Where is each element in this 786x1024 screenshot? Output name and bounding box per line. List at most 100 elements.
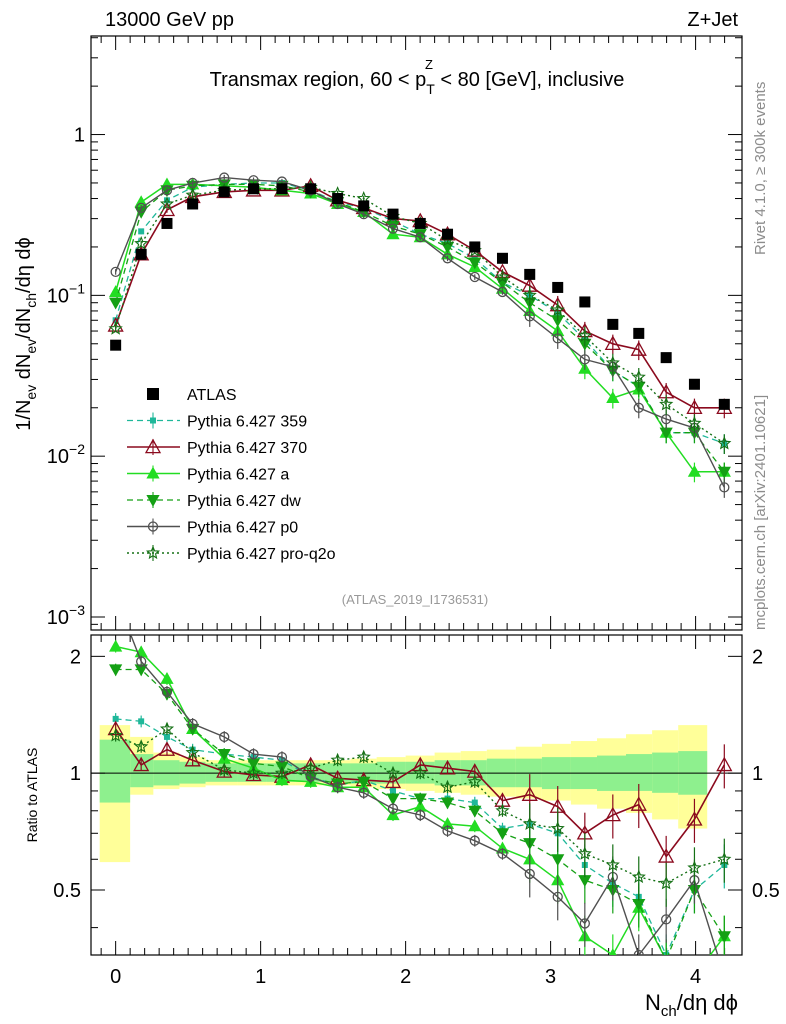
ratio-point [495,803,510,817]
ratio-point [390,787,397,794]
main-point [630,341,647,356]
ratio-point [111,592,120,601]
main-point [187,177,198,189]
ratio-point [163,733,170,740]
ratio-y-tick-label-right: 0.5 [752,880,780,902]
ratio-y-axis-title: Ratio to ATLAS [24,748,40,843]
ratio-point [217,749,231,761]
ratio-point [159,721,175,735]
ratio-point [187,718,198,729]
ratio-point [385,765,401,780]
main-point [631,369,646,384]
ratio-point [658,848,675,863]
ratio-point [716,756,733,772]
main-point [687,415,702,430]
ratio-point [413,765,428,780]
main-point [387,223,399,234]
main-point [604,335,621,351]
process-label: Z+Jet [687,9,738,31]
main-y-tick-base: 10 [47,285,69,307]
ratio-point [219,731,230,743]
main-point [138,228,145,235]
ratio-point [440,779,455,794]
ratio-point [552,891,563,903]
ratio-point [604,806,621,822]
energy-label: 13000 GeV pp [105,9,234,31]
ratio-point [138,718,145,725]
main-point [687,464,702,477]
ylabel-part: ch [23,293,39,308]
legend-marker [145,545,161,560]
plot-title-rest: < 80 [GeV], inclusive [435,69,625,91]
legend: ATLAS Pythia 6.427 359 Pythia 6.427 370 Pyt… [127,387,336,563]
main-point [219,172,230,183]
ratio-point [248,748,259,760]
ratio-x-tick-label: 2 [400,966,411,988]
ratio-point [550,821,565,835]
main-axes: 10−310−210−11 [47,36,742,630]
ratio-y-tick-label-right: 1 [752,763,763,785]
atlas-point [248,183,260,195]
main-point [134,236,149,250]
main-y-tick-label: 10−1 [47,280,85,307]
legend-marker [144,438,162,454]
main-y-tick-exponent: −1 [69,280,85,296]
ratio-point [276,751,288,763]
ratio-point [659,954,673,955]
ratio-point [134,739,149,753]
ratio-point [357,776,371,789]
legend-marker [146,494,160,507]
atlas-point [161,217,173,229]
ratio-point [578,875,592,888]
main-y-tick-exponent: −3 [69,602,85,618]
legend-marker [150,417,156,424]
ratio-point [686,811,703,826]
main-point [468,257,482,270]
main-point [550,302,565,317]
ratio-point [469,835,480,846]
legend-label: Pythia 6.427 pro-q2o [187,546,336,563]
legend-entry-p0: Pythia 6.427 p0 [127,518,298,537]
ratio-point [661,914,672,925]
analysis-id: (ATLAS_2019_I1736531) [342,592,488,607]
main-point [442,253,453,264]
ratio-point [384,773,402,789]
main-point [415,232,426,243]
main-series [107,172,733,498]
ratio-series-dw [109,663,731,955]
ratio-point [630,796,647,811]
ratio-point [609,948,617,955]
ratio-point [330,752,345,767]
ratio-point [274,765,290,780]
main-point [136,202,147,214]
atlas-point [552,281,564,293]
ratio-point [605,857,620,871]
ratio-point [442,825,453,837]
legend-entry-dw: Pythia 6.427 dw [127,492,301,510]
ratio-point [332,782,343,793]
ratio-x-tick-label: 3 [545,966,556,988]
legend-label: Pythia 6.427 a [187,467,289,484]
legend-marker [146,466,160,479]
main-point [717,466,731,479]
legend-entry-ATLAS: ATLAS [147,387,237,404]
ratio-series [107,592,733,981]
atlas-point [414,217,426,229]
ratio-point [720,972,729,981]
xlabel-main: N [645,990,661,1015]
atlas-point [387,208,399,220]
ratio-point [579,918,590,929]
ratio-point [108,728,123,742]
main-y-tick-base: 10 [47,607,69,629]
plot-title-main: Transmax region, 60 < p [210,69,427,91]
main-y-axis-title: 1/Nev dNev/dNch/dη dϕ [13,237,39,430]
main-point [719,482,730,493]
ratio-point [524,868,535,880]
ratio-point [717,931,731,944]
ylabel-part: ev [23,385,39,400]
ratio-point [358,787,369,798]
atlas-point [305,183,317,195]
legend-entry-359: Pythia 6.427 359 [127,412,307,431]
ratio-series-line [115,728,725,885]
